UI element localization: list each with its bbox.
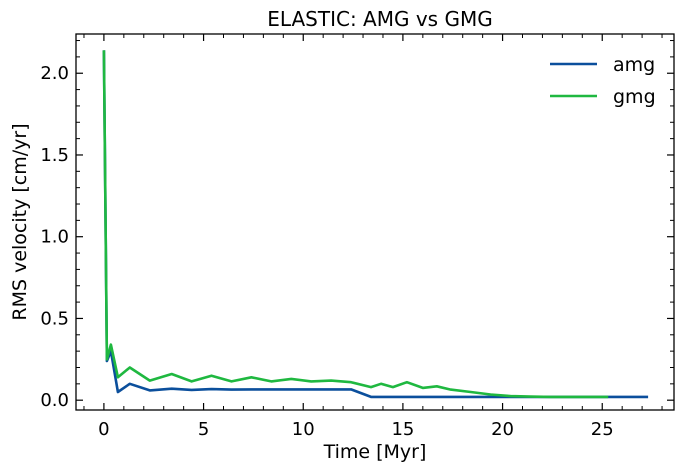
chart-title: ELASTIC: AMG vs GMG [267,7,492,31]
legend-label-amg: amg [613,54,655,76]
x-axis-label: Time [Myr] [323,441,427,463]
x-tick-label: 20 [491,419,514,440]
y-tick-label: 1.0 [40,227,69,248]
series-layer [102,50,649,399]
plot-frame [75,33,675,411]
plot-area: 0 5 10 15 20 25 0.0 0.5 1.0 1.5 2.0 [40,33,675,440]
x-tick-label: 5 [198,419,209,440]
y-axis-label: RMS velocity [cm/yr] [9,123,31,320]
ticks-layer: 0 5 10 15 20 25 0.0 0.5 1.0 1.5 2.0 [40,34,674,440]
legend: amg gmg [550,54,656,108]
y-tick-label: 2.0 [40,63,69,84]
x-tick-label: 25 [591,419,614,440]
series-line-gmg [102,50,609,399]
x-tick-label: 15 [391,419,414,440]
legend-label-gmg: gmg [613,86,656,108]
y-tick-label: 0.5 [40,308,69,329]
y-tick-label: 0.0 [40,390,69,411]
x-tick-label: 10 [292,419,315,440]
y-tick-label: 1.5 [40,145,69,166]
x-tick-label: 0 [98,419,109,440]
